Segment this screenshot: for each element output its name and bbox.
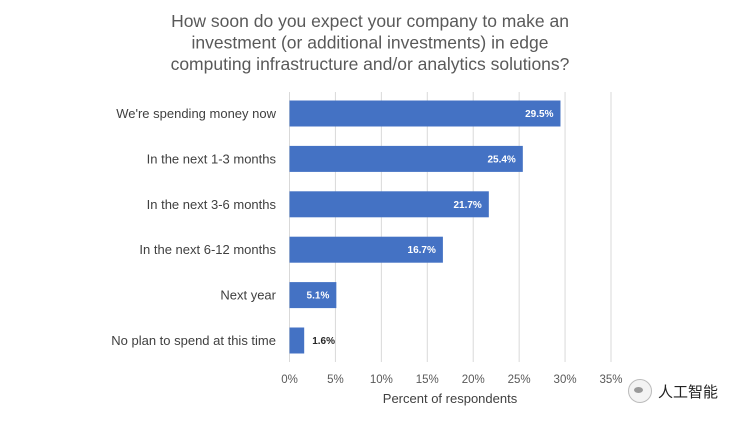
- bar: [289, 100, 561, 127]
- data-label: 1.6%: [312, 336, 335, 347]
- category-label: In the next 1-3 months: [147, 151, 277, 166]
- watermark-text: 人工智能: [657, 383, 718, 401]
- category-label: We're spending money now: [116, 106, 276, 121]
- wechat-icon: [627, 379, 652, 403]
- x-tick-label: 0%: [281, 374, 298, 386]
- bar: [289, 282, 337, 309]
- data-label: 29.5%: [525, 109, 553, 120]
- x-tick-label: 15%: [416, 374, 439, 386]
- category-label: Next year: [220, 288, 276, 303]
- chart-title-line: investment (or additional investments) i…: [192, 33, 549, 53]
- chart-title-line: How soon do you expect your company to m…: [171, 11, 569, 31]
- category-label: No plan to spend at this time: [111, 333, 276, 348]
- chart-title-line: computing infrastructure and/or analytic…: [171, 54, 570, 74]
- x-tick-label: 30%: [554, 374, 577, 386]
- data-label: 5.1%: [307, 291, 330, 302]
- x-tick-label: 5%: [327, 374, 344, 386]
- bar: [289, 145, 523, 172]
- data-label: 16.7%: [408, 245, 436, 256]
- data-label: 21.7%: [453, 200, 481, 211]
- x-tick-label: 25%: [508, 374, 531, 386]
- data-label: 25.4%: [487, 154, 515, 165]
- x-axis-title: Percent of respondents: [383, 391, 518, 406]
- bar: [289, 327, 305, 354]
- x-tick-label: 35%: [599, 374, 622, 386]
- x-tick-label: 10%: [370, 374, 393, 386]
- category-label: In the next 3-6 months: [147, 197, 277, 212]
- x-tick-label: 20%: [462, 374, 485, 386]
- bar: [289, 236, 443, 263]
- category-label: In the next 6-12 months: [139, 242, 276, 257]
- watermark: 人工智能: [627, 379, 718, 403]
- bar: [289, 191, 489, 218]
